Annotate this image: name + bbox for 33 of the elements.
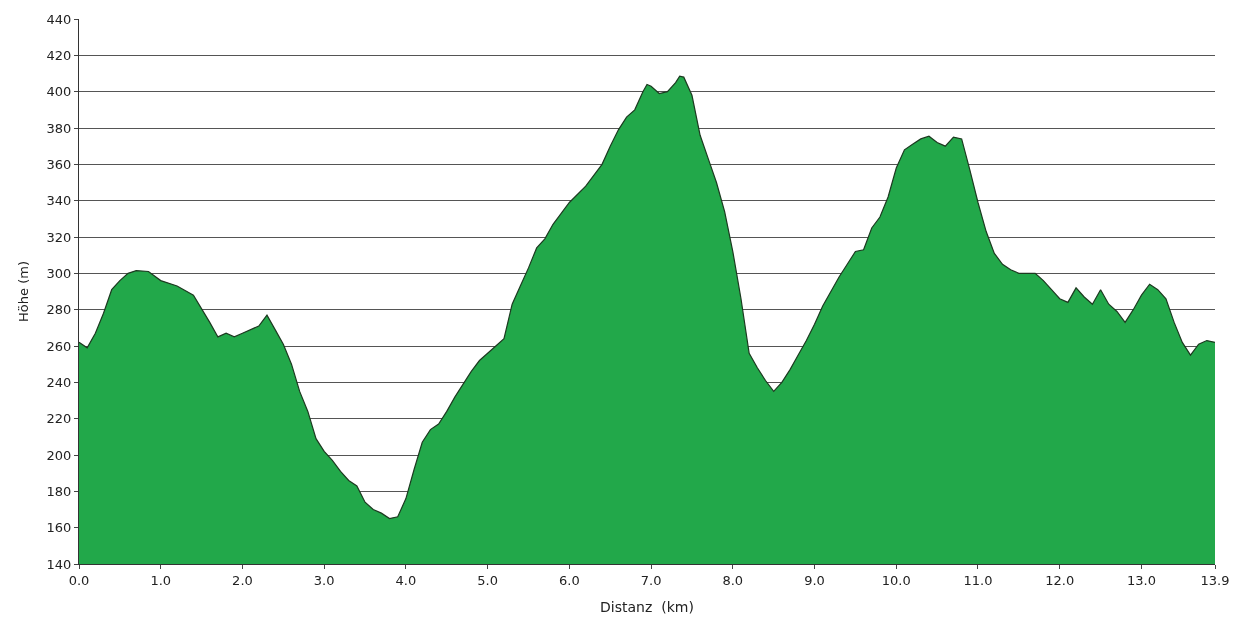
y-tick-label: 420	[46, 47, 72, 63]
y-tick-label: 380	[46, 120, 72, 136]
x-tick-label: 9.0	[804, 572, 825, 588]
y-tick-label: 280	[46, 302, 72, 318]
x-axis-title: Distanz (km)	[600, 598, 694, 615]
x-tick-label: 10.0	[881, 572, 911, 588]
y-tick-label: 180	[46, 483, 72, 499]
y-tick-label: 260	[46, 338, 72, 354]
y-tick-label: 160	[46, 520, 72, 536]
y-tick-label: 140	[46, 556, 72, 572]
x-tick-label: 4.0	[395, 572, 417, 588]
y-tick-label: 200	[46, 447, 72, 463]
x-tick-label: 12.0	[1045, 572, 1075, 588]
x-tick-label: 8.0	[722, 572, 744, 588]
y-tick-label: 440	[46, 11, 72, 27]
x-tick-label: 13.9	[1200, 572, 1230, 588]
x-tick-label: 3.0	[313, 572, 335, 588]
x-tick-label: 5.0	[477, 572, 498, 588]
x-tick-label: 0.0	[68, 572, 90, 588]
x-tick-label: 13.0	[1126, 572, 1156, 588]
x-tick-label: 7.0	[640, 572, 662, 588]
y-tick-label: 340	[46, 193, 72, 209]
y-tick-label: 360	[46, 156, 72, 172]
x-tick-label: 2.0	[232, 572, 253, 588]
x-tick-label: 11.0	[963, 572, 993, 588]
y-axis-title: Höhe (m)	[15, 261, 31, 322]
y-tick-label: 400	[46, 84, 72, 100]
x-tick-label: 1.0	[150, 572, 172, 588]
y-tick-label: 240	[46, 374, 72, 390]
x-tick-label: 6.0	[559, 572, 580, 588]
y-tick-label: 320	[46, 229, 72, 245]
y-tick-label: 300	[46, 265, 72, 281]
y-tick-label: 220	[46, 411, 72, 427]
